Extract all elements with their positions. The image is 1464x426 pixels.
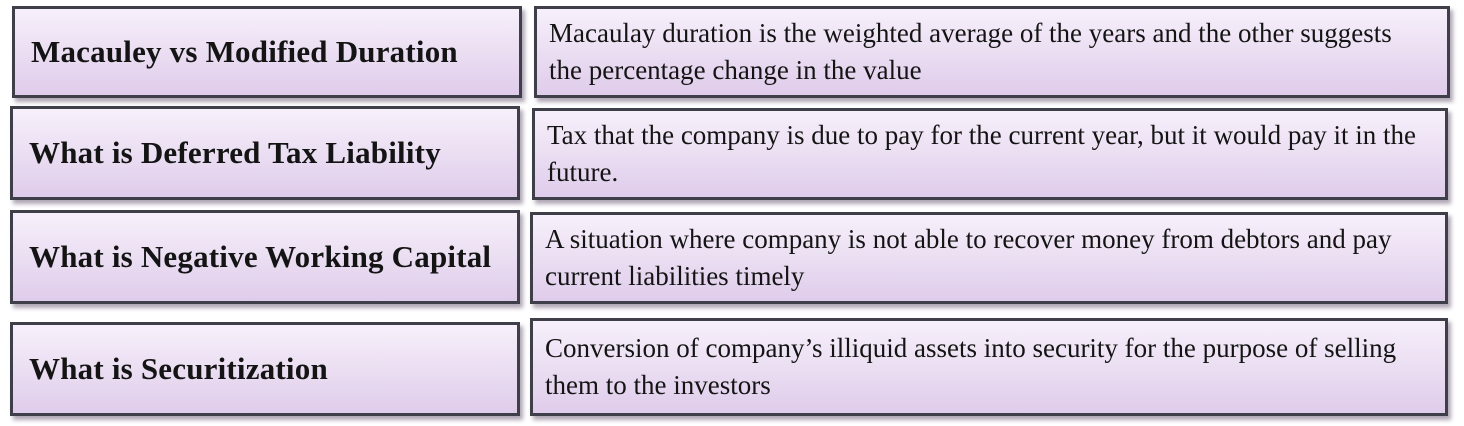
term-text: What is Deferred Tax Liability <box>29 134 441 170</box>
term-text: Macauley vs Modified Duration <box>31 33 458 69</box>
definition-box: Conversion of company’s illiquid assets … <box>530 318 1448 416</box>
definition-text: Tax that the company is due to pay for t… <box>547 119 1417 187</box>
term-box: What is Securitization <box>10 322 520 416</box>
term-text: What is Negative Working Capital <box>29 238 492 274</box>
term-box: What is Deferred Tax Liability <box>10 106 520 200</box>
term-box: Macauley vs Modified Duration <box>12 6 522 98</box>
term-box: What is Negative Working Capital <box>10 210 520 304</box>
definition-text: Macaulay duration is the weighted averag… <box>549 17 1392 85</box>
term-text: What is Securitization <box>29 350 328 386</box>
definition-text: Conversion of company’s illiquid assets … <box>545 332 1397 400</box>
definition-box: Tax that the company is due to pay for t… <box>532 108 1448 200</box>
definition-box: Macaulay duration is the weighted averag… <box>534 6 1450 98</box>
definition-text: A situation where company is not able to… <box>545 223 1392 291</box>
definition-box: A situation where company is not able to… <box>530 212 1448 304</box>
